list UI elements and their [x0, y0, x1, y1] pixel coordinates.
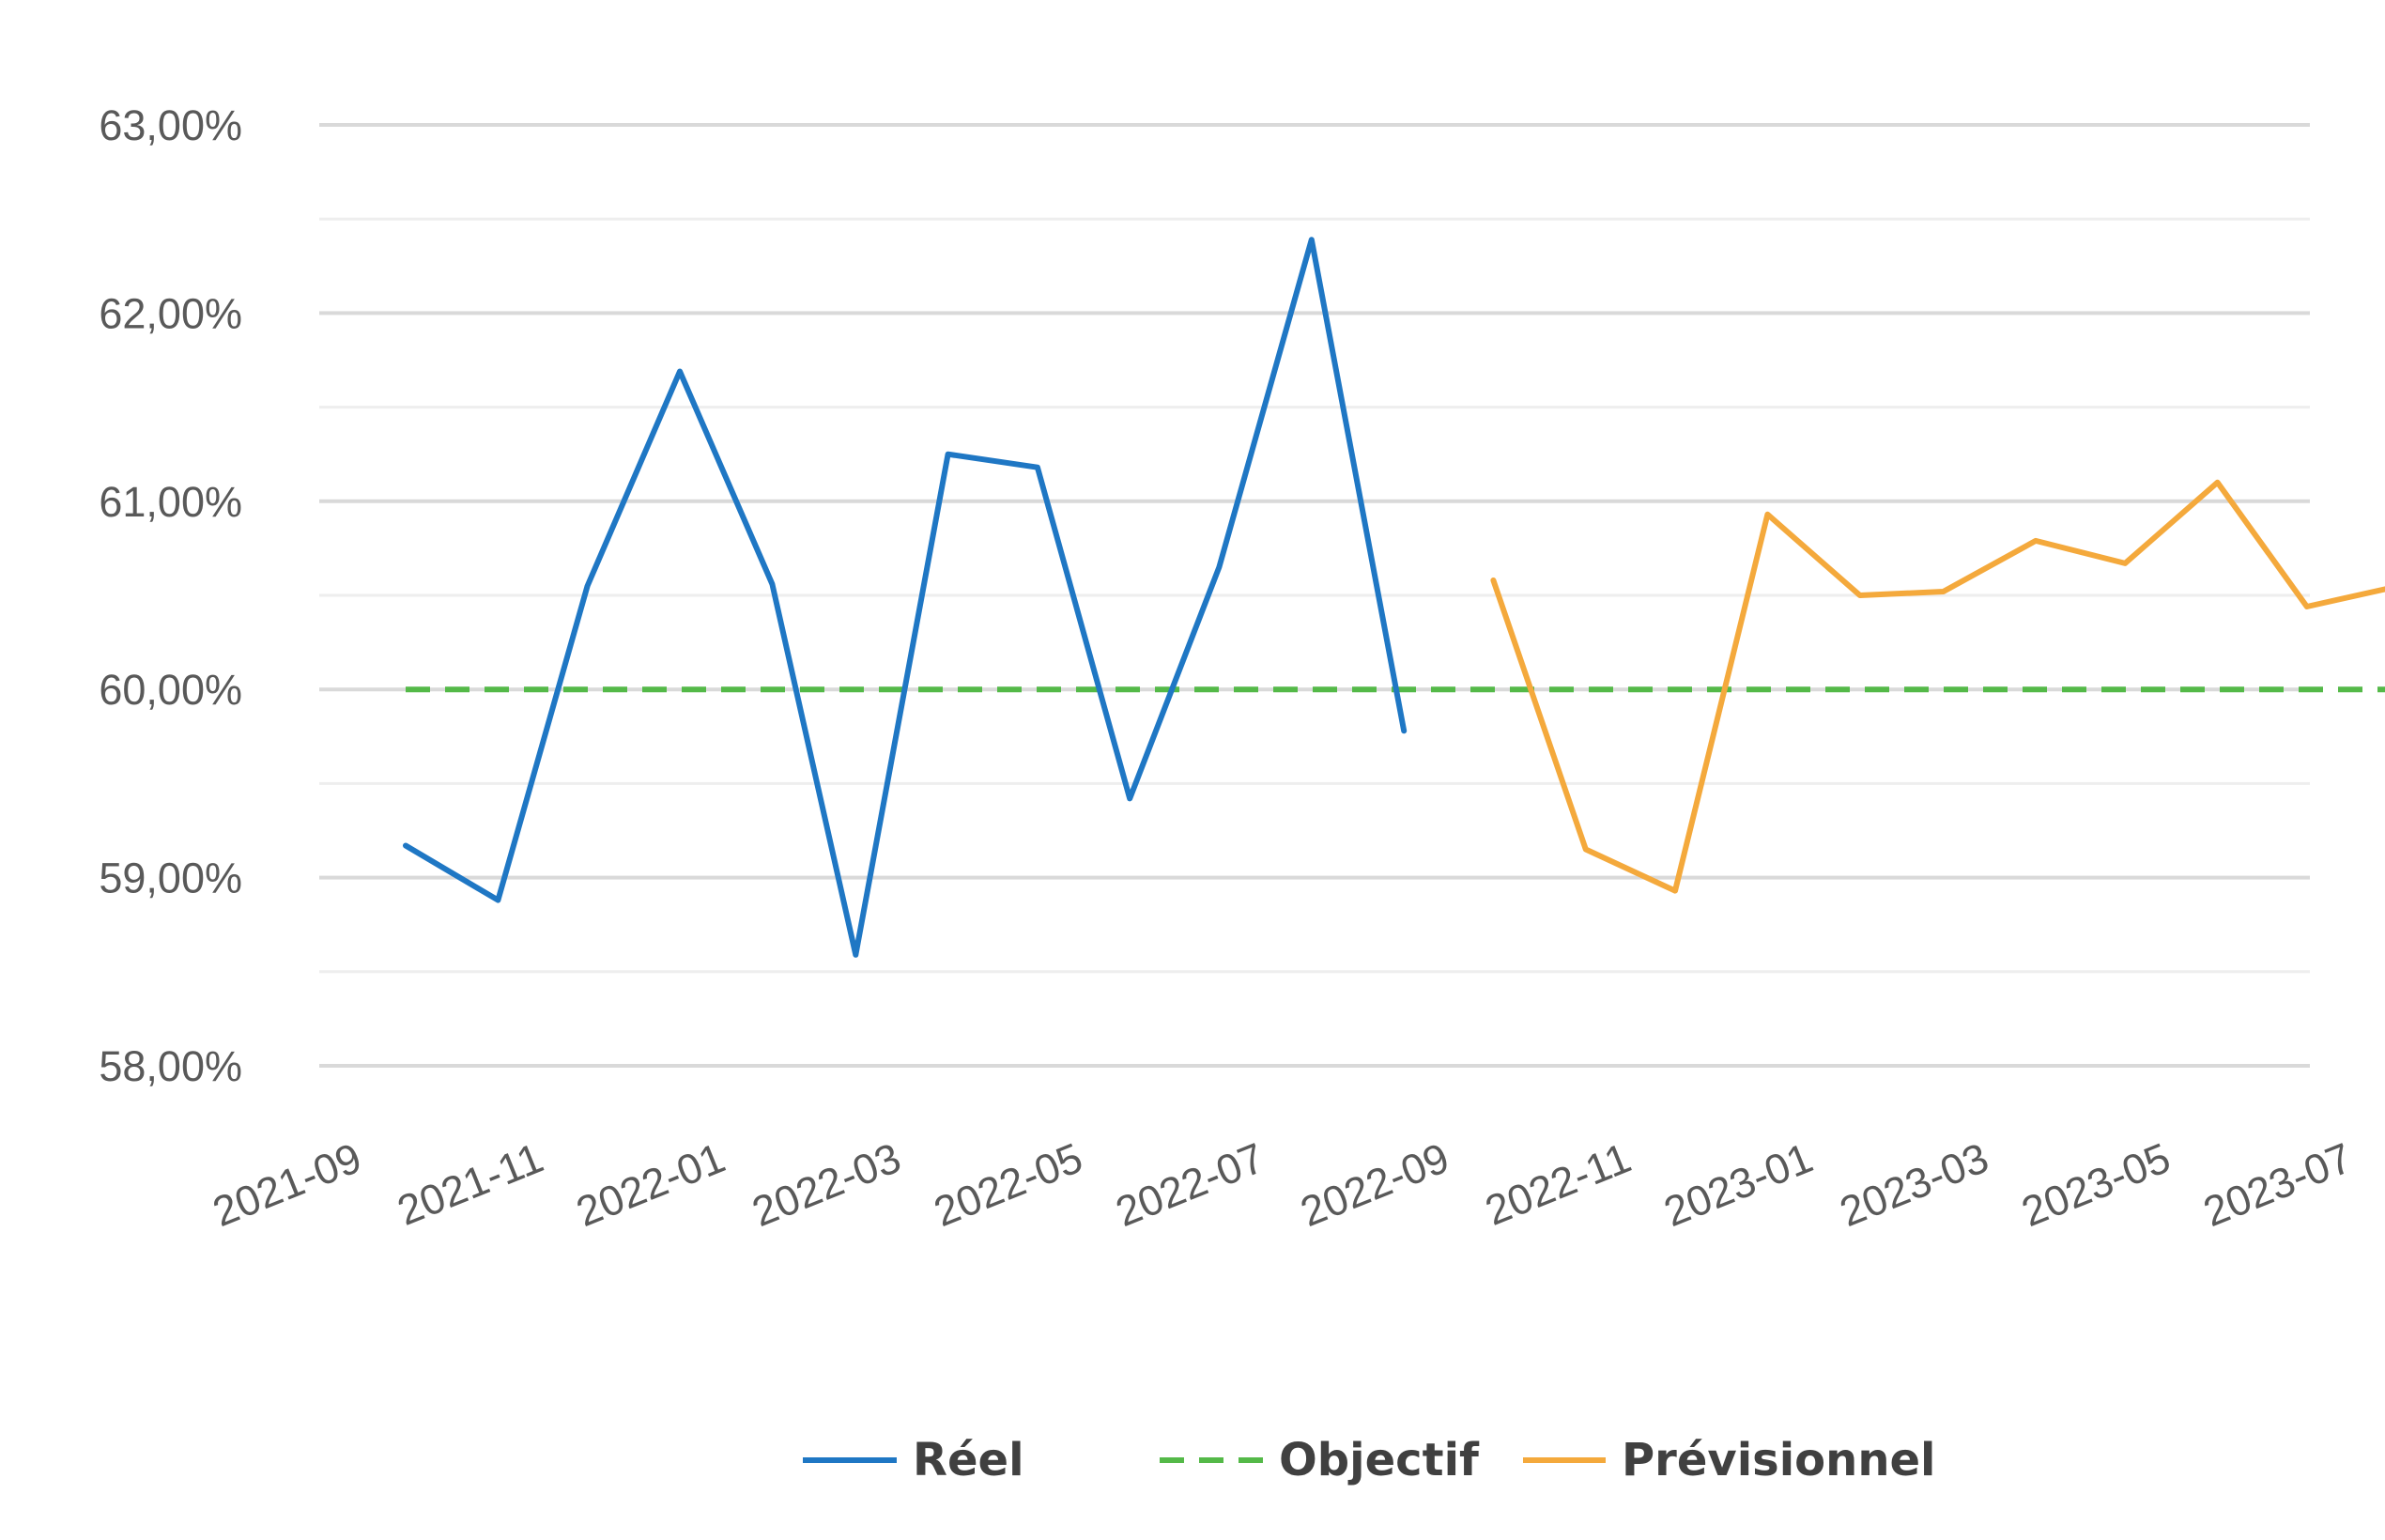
legend-label-previsionnel: Prévisionnel — [1622, 1434, 1936, 1486]
legend-label-objectif: Objectif — [1279, 1434, 1480, 1486]
y-tick-label: 58,00% — [99, 1042, 242, 1090]
x-tick-label: 2023-03 — [1833, 1133, 1994, 1236]
legend-item-previsionnel[interactable]: Prévisionnel — [1523, 1434, 1936, 1486]
x-tick-label: 2021-11 — [391, 1133, 549, 1235]
y-tick-label: 60,00% — [99, 666, 242, 714]
y-tick-label: 63,00% — [99, 101, 242, 149]
series-line-reel[interactable] — [403, 237, 1408, 958]
x-tick-label: 2022-11 — [1479, 1133, 1638, 1235]
legend: Réel Objectif Prévisionnel — [803, 1434, 1936, 1486]
minor-gridlines — [319, 217, 2310, 974]
legend-item-objectif[interactable]: Objectif — [1160, 1434, 1480, 1486]
y-tick-label: 59,00% — [99, 855, 242, 902]
x-axis: 2021-09 2021-11 2022-01 2022-03 2022-05 2022-… — [207, 1133, 2359, 1236]
y-tick-label: 61,00% — [99, 478, 242, 526]
series-layer — [403, 237, 2385, 958]
legend-label-reel: Réel — [913, 1434, 1024, 1486]
x-tick-label: 2023-07 — [2197, 1133, 2359, 1236]
x-tick-label: 2023-01 — [1657, 1133, 1819, 1236]
legend-item-reel[interactable]: Réel — [803, 1434, 1024, 1486]
y-axis: 63,00% 62,00% 61,00% 60,00% 59,00% 58,00% — [99, 101, 242, 1090]
series-line-previsionnel[interactable] — [1490, 479, 2385, 894]
x-tick-label: 2022-03 — [746, 1133, 907, 1236]
x-tick-label: 2022-07 — [1109, 1133, 1270, 1236]
x-tick-label: 2021-09 — [207, 1133, 368, 1236]
x-tick-label: 2022-05 — [928, 1133, 1089, 1236]
x-tick-label: 2022-09 — [1294, 1133, 1455, 1236]
x-tick-label: 2023-05 — [2015, 1133, 2177, 1236]
x-tick-label: 2022-01 — [570, 1133, 731, 1236]
y-tick-label: 62,00% — [99, 289, 242, 337]
